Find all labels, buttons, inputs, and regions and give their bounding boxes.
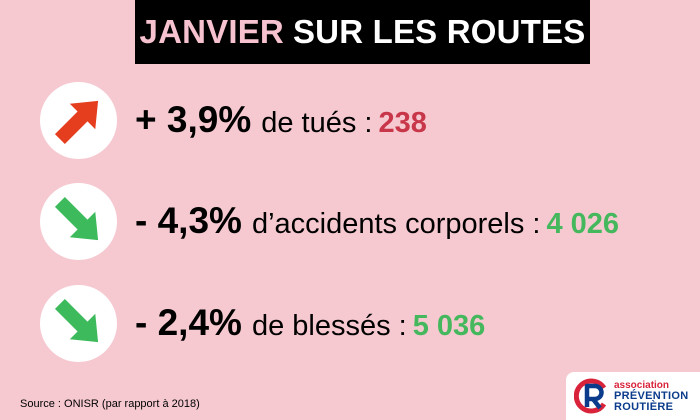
source-note: Source : ONISR (par rapport à 2018): [20, 398, 200, 410]
stat-value: 238: [378, 107, 427, 139]
logo-line-routiere: ROUTIÈRE: [614, 401, 674, 413]
stat-label: de tués :: [261, 107, 373, 139]
stat-percent: + 3,9%: [135, 99, 252, 140]
stat-percent: - 4,3%: [135, 200, 242, 241]
stat-text: - 4,3% d’accidents corporels :4 026: [135, 200, 619, 242]
title-main: SUR LES ROUTES: [292, 13, 586, 50]
stat-value: 4 026: [546, 208, 620, 240]
arrow-up-right-icon: [54, 100, 98, 145]
arrow-icon-circle: [40, 284, 117, 362]
arrow-down-right-icon: [54, 298, 98, 343]
stat-row-accidents: - 4,3% d’accidents corporels :4 026: [40, 182, 619, 260]
prevention-routiere-logo: association PRÉVENTION ROUTIÈRE: [566, 372, 700, 420]
stat-label: de blessés :: [251, 310, 407, 342]
arrow-icon-circle: [40, 81, 117, 159]
stat-value: 5 036: [412, 310, 486, 342]
stat-percent: - 2,4%: [135, 302, 242, 343]
title-banner: JANVIER SUR LES ROUTES: [135, 0, 590, 64]
stat-text: - 2,4% de blessés :5 036: [135, 302, 485, 344]
stat-label: d’accidents corporels :: [251, 208, 541, 240]
title-accent: JANVIER: [139, 13, 284, 50]
logo-line-association: association: [614, 380, 670, 391]
logo-line-prevention: PRÉVENTION: [614, 390, 689, 402]
arrow-down-right-icon: [54, 196, 98, 241]
logo-text: association PRÉVENTION ROUTIÈRE: [614, 380, 689, 413]
arrow-icon-circle: [40, 182, 117, 260]
logo-mark-icon: [574, 378, 607, 414]
stat-row-killed: + 3,9% de tués :238: [40, 81, 427, 159]
stat-row-injured: - 2,4% de blessés :5 036: [40, 284, 485, 362]
stat-text: + 3,9% de tués :238: [135, 99, 427, 141]
